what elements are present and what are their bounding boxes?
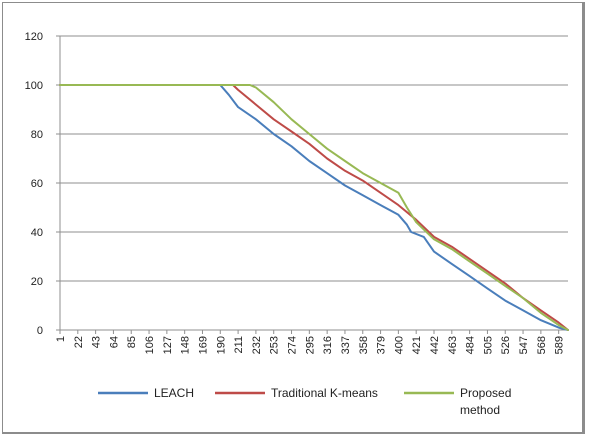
x-tick-label: 190 — [215, 336, 227, 354]
series-line-proposed-method — [60, 85, 568, 330]
y-tick-label: 80 — [31, 129, 43, 141]
y-tick-label: 20 — [31, 276, 43, 288]
x-tick-label: 85 — [126, 336, 138, 348]
x-tick-label: 211 — [233, 336, 245, 354]
y-tick-label: 0 — [37, 325, 43, 337]
series-line-leach — [60, 85, 568, 330]
x-tick-label: 505 — [482, 336, 494, 354]
x-tick-label: 337 — [340, 336, 352, 354]
axes: 0 20 40 60 80 100 120 1 22 43 64 85 106 127 148 169 190 2… — [25, 31, 568, 354]
x-tick-label: 106 — [144, 336, 156, 354]
chart-frame: 0 20 40 60 80 100 120 1 22 43 64 85 106 127 148 169 190 2… — [2, 2, 585, 434]
y-tick-label: 100 — [25, 80, 43, 92]
x-tick-label: 253 — [269, 336, 281, 354]
x-tick-label: 358 — [358, 336, 370, 354]
x-tick-label: 1 — [55, 336, 67, 342]
legend-label: Proposed — [460, 386, 511, 400]
x-tick-label: 295 — [304, 336, 316, 354]
x-tick-label: 568 — [536, 336, 548, 354]
x-tick-label: 421 — [411, 336, 423, 354]
y-tick-label: 60 — [31, 178, 43, 190]
legend-label: LEACH — [154, 386, 194, 400]
x-tick-label: 379 — [376, 336, 388, 354]
x-tick-label: 22 — [73, 336, 85, 348]
x-tick-label: 484 — [465, 336, 477, 354]
line-chart: 0 20 40 60 80 100 120 1 22 43 64 85 106 127 148 169 190 2… — [3, 3, 583, 431]
x-tick-label: 442 — [429, 336, 441, 354]
y-tick-label: 120 — [25, 31, 43, 43]
legend-label: Traditional K-means — [271, 386, 378, 400]
x-tick-label: 274 — [287, 336, 299, 354]
x-tick-label: 316 — [322, 336, 334, 354]
x-tick-label: 169 — [197, 336, 209, 354]
series-line-traditional-k-means — [60, 85, 568, 330]
legend-label: method — [460, 403, 500, 417]
y-tick-label: 40 — [31, 227, 43, 239]
series-lines — [60, 85, 568, 330]
legend: LEACH Traditional K-means Proposed method — [98, 386, 511, 417]
x-tick-label: 547 — [518, 336, 530, 354]
x-tick-label: 526 — [500, 336, 512, 354]
x-tick-label: 232 — [251, 336, 263, 354]
x-tick-label: 589 — [554, 336, 566, 354]
x-tick-label: 463 — [447, 336, 459, 354]
grid-lines — [60, 36, 568, 281]
x-tick-label: 64 — [108, 336, 120, 348]
x-tick-label: 148 — [180, 336, 192, 354]
x-tick-label: 43 — [91, 336, 103, 348]
x-tick-label: 127 — [162, 336, 174, 354]
x-tick-label: 400 — [393, 336, 405, 354]
